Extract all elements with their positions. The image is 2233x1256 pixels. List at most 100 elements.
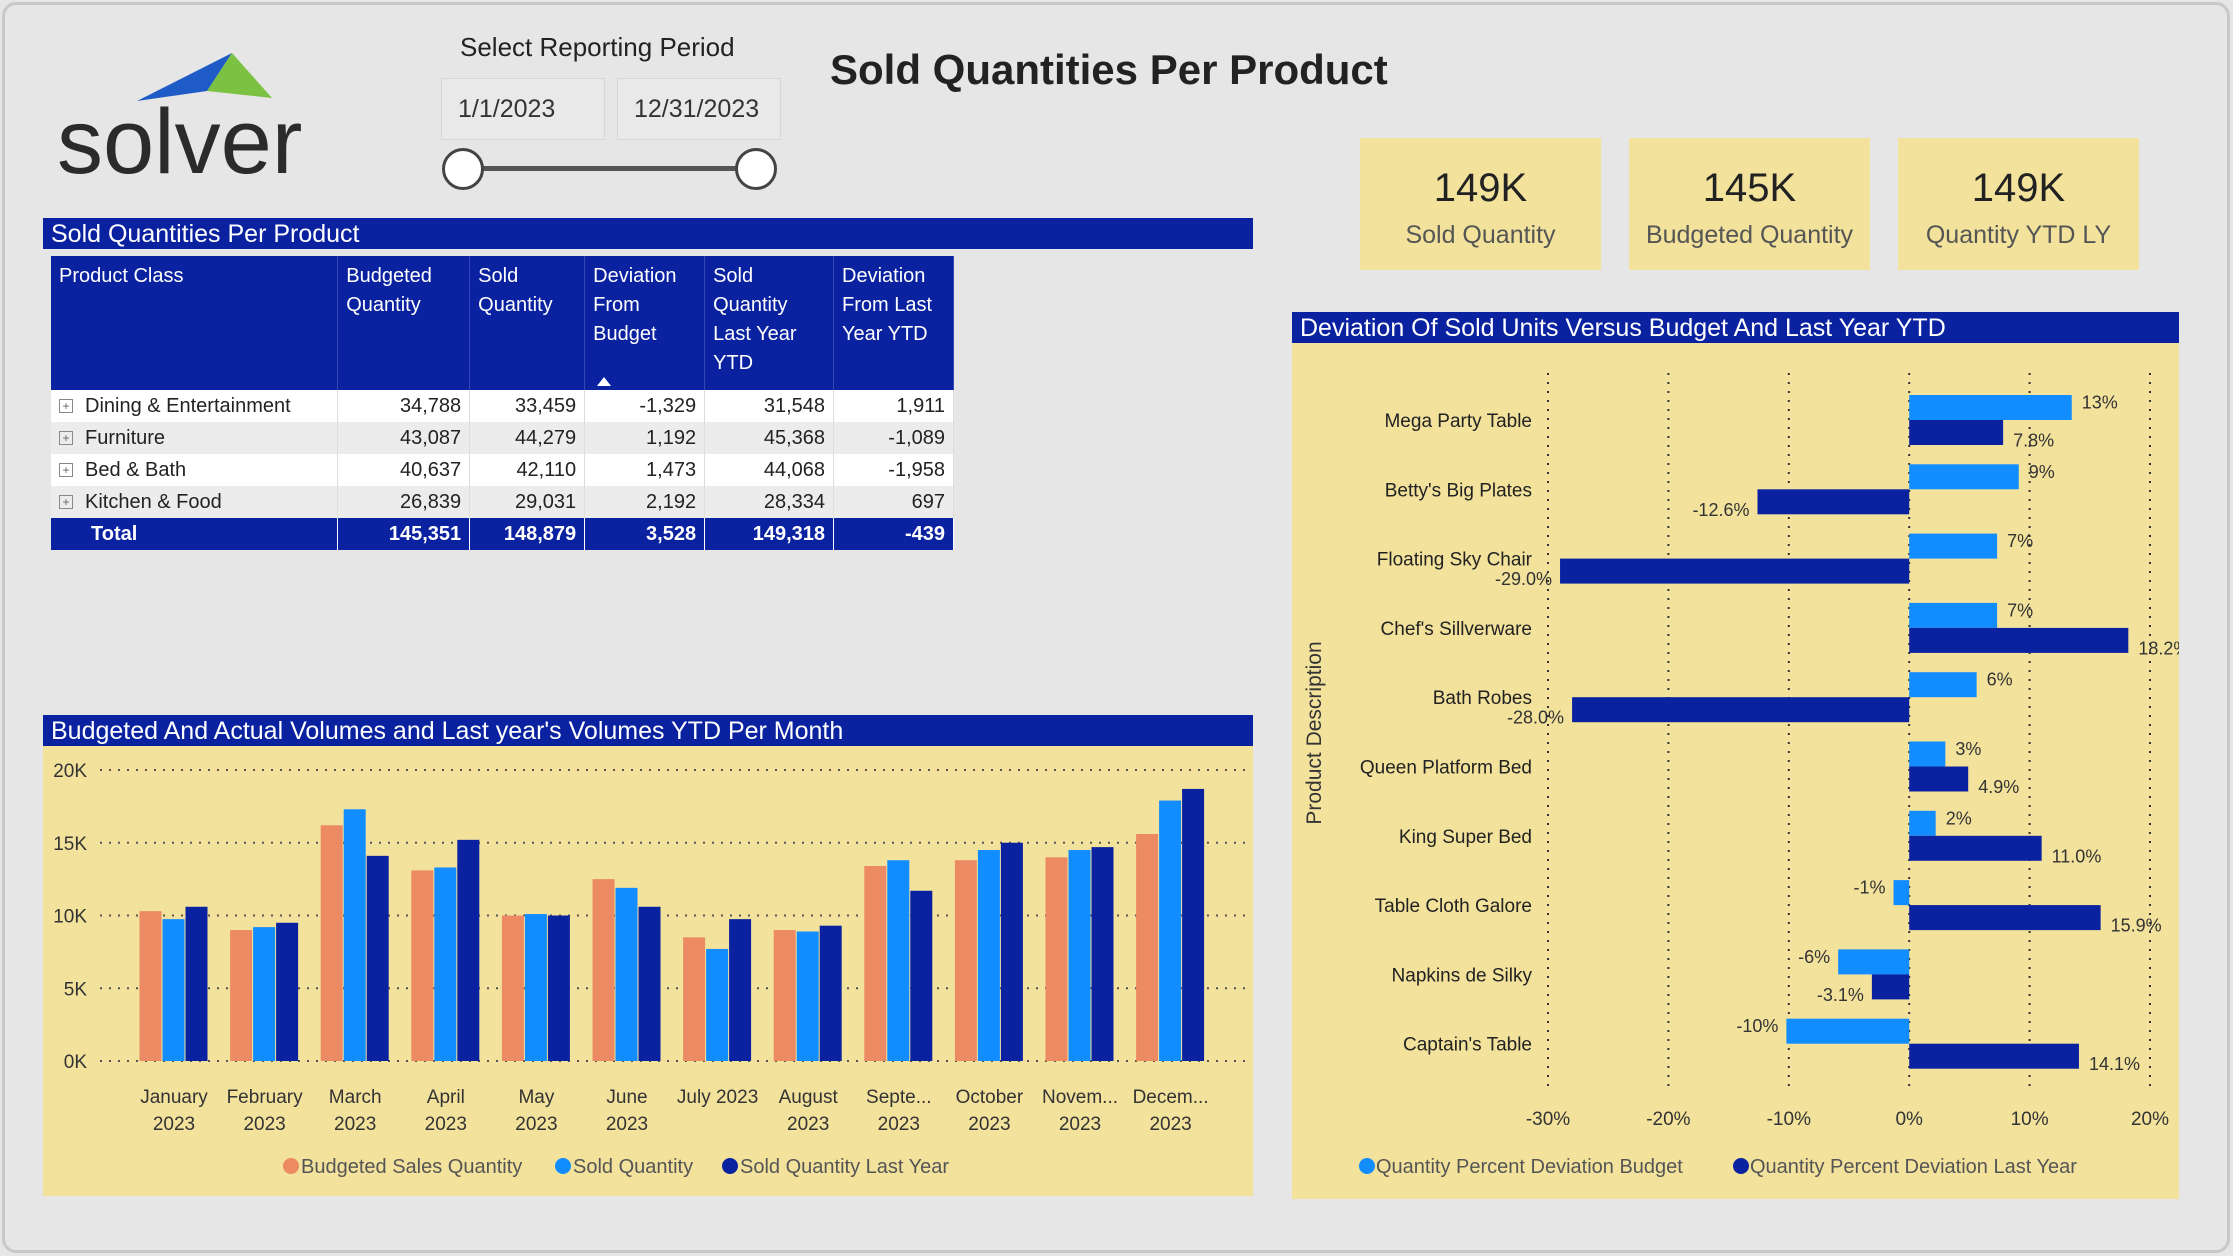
value-cell: 697 xyxy=(833,486,954,518)
data-label: 15.9% xyxy=(2111,916,2162,936)
bar-sold-quantity xyxy=(1068,850,1091,1061)
bar-quantity-percent-deviation-budget xyxy=(1909,395,2072,420)
expand-icon[interactable]: + xyxy=(59,495,73,510)
total-label: Total xyxy=(51,518,339,550)
bar-quantity-percent-deviation-budget xyxy=(1909,672,1977,698)
data-label: 13% xyxy=(2082,393,2118,413)
data-label: 7% xyxy=(2007,600,2033,620)
y-tick-label: 20K xyxy=(53,761,87,782)
value-cell: -1,089 xyxy=(833,422,954,454)
table-row[interactable]: + Dining & Entertainment 34,788 33,459 -1,32… xyxy=(51,390,954,422)
table-row[interactable]: + Furniture 43,087 44,279 1,192 45,368 -1,089 xyxy=(51,422,954,454)
data-label: -28.0% xyxy=(1507,708,1564,728)
bar-budgeted-sales-quantity xyxy=(139,911,162,1061)
bar-sold-quantity-last-year xyxy=(547,915,570,1061)
bar-sold-quantity-last-year xyxy=(1091,847,1114,1061)
date-range-slider[interactable] xyxy=(463,166,756,171)
table-row[interactable]: + Kitchen & Food 26,839 29,031 2,192 28,334 69… xyxy=(51,486,954,518)
product-class-label: Kitchen & Food xyxy=(85,490,222,513)
kpi-label: Sold Quantity xyxy=(1405,221,1556,249)
kpi-label: Quantity YTD LY xyxy=(1925,221,2112,249)
bar-quantity-percent-deviation-budget xyxy=(1786,1018,1910,1044)
col-header-deviation-budget[interactable]: Deviation From Budget xyxy=(584,256,706,390)
col-header-product-class[interactable]: Product Class xyxy=(51,256,339,390)
x-tick-label: -20% xyxy=(1646,1109,1690,1130)
x-tick-label: 2023 xyxy=(153,1114,195,1135)
start-date-input[interactable]: 1/1/2023 xyxy=(441,78,605,140)
bar-sold-quantity xyxy=(1159,800,1182,1061)
svg-text:solver: solver xyxy=(57,91,302,183)
x-tick-label: -30% xyxy=(1526,1109,1570,1130)
col-header-budgeted[interactable]: Budgeted Quantity xyxy=(337,256,471,390)
kpi-value: 149K xyxy=(1971,166,2066,210)
value-cell: 45,368 xyxy=(704,422,834,454)
bar-sold-quantity xyxy=(524,914,547,1061)
col-header-deviation-ly[interactable]: Deviation From Last Year YTD xyxy=(833,256,954,390)
legend-label: Quantity Percent Deviation Budget xyxy=(1376,1156,1683,1178)
bar-quantity-percent-deviation-last-year xyxy=(1909,1043,2079,1069)
legend-marker xyxy=(1359,1158,1375,1174)
value-cell: 43,087 xyxy=(337,422,471,454)
bar-budgeted-sales-quantity xyxy=(1136,834,1159,1061)
category-label: Bath Robes xyxy=(1433,688,1532,709)
data-label: -1% xyxy=(1854,878,1886,898)
bar-budgeted-sales-quantity xyxy=(864,866,887,1061)
page-title: Sold Quantities Per Product xyxy=(830,46,1388,93)
bar-sold-quantity-last-year xyxy=(457,839,480,1061)
table-panel-title: Sold Quantities Per Product xyxy=(43,218,1253,249)
category-label: Betty's Big Plates xyxy=(1385,480,1532,501)
bar-quantity-percent-deviation-budget xyxy=(1909,602,1998,628)
kpi-sold-quantity: 149K Sold Quantity xyxy=(1360,138,1601,270)
legend-marker xyxy=(555,1158,571,1174)
expand-icon[interactable]: + xyxy=(59,463,73,478)
end-date-input[interactable]: 12/31/2023 xyxy=(617,78,781,140)
data-label: 7% xyxy=(2007,531,2033,551)
data-label: 11.0% xyxy=(2052,846,2102,866)
value-cell: 40,637 xyxy=(337,454,471,486)
bar-sold-quantity-last-year xyxy=(819,925,842,1061)
bar-sold-quantity-last-year xyxy=(185,906,208,1061)
bar-budgeted-sales-quantity xyxy=(320,825,343,1061)
data-label: 14.1% xyxy=(2089,1054,2140,1074)
expand-icon[interactable]: + xyxy=(59,431,73,446)
bar-sold-quantity xyxy=(706,948,729,1061)
value-cell: 26,839 xyxy=(337,486,471,518)
deviation-chart-title: Deviation Of Sold Units Versus Budget An… xyxy=(1292,312,2179,343)
legend-marker xyxy=(1733,1158,1749,1174)
value-cell: 1,911 xyxy=(833,390,954,422)
table-row[interactable]: + Bed & Bath 40,637 42,110 1,473 44,068 -1,958 xyxy=(51,454,954,486)
sold-quantities-table: Product Class Budgeted Quantity Sold Qua… xyxy=(51,256,954,550)
bar-sold-quantity-last-year xyxy=(638,906,661,1061)
category-label: King Super Bed xyxy=(1399,827,1532,848)
bar-quantity-percent-deviation-last-year xyxy=(1871,974,1910,1000)
bar-sold-quantity-last-year xyxy=(366,855,389,1061)
x-tick-label: February xyxy=(227,1087,304,1108)
bar-budgeted-sales-quantity xyxy=(954,860,977,1061)
category-label: Chef's Sillverware xyxy=(1381,619,1532,640)
product-class-label: Furniture xyxy=(85,426,166,449)
x-tick-label: 20% xyxy=(2131,1109,2169,1130)
y-tick-label: 15K xyxy=(53,834,87,855)
category-label: Table Cloth Galore xyxy=(1375,896,1532,917)
bar-quantity-percent-deviation-last-year xyxy=(1757,489,1910,515)
col-header-sold-ly[interactable]: Sold Quantity Last Year YTD xyxy=(704,256,834,390)
col-header-sold[interactable]: Sold Quantity xyxy=(469,256,586,390)
slider-start-handle[interactable] xyxy=(442,148,484,190)
slider-end-handle[interactable] xyxy=(735,148,777,190)
monthly-chart-title: Budgeted And Actual Volumes and Last yea… xyxy=(43,715,1253,746)
data-label: 3% xyxy=(1955,739,1981,759)
total-value-cell: -439 xyxy=(833,518,954,550)
x-tick-label: 2023 xyxy=(243,1114,285,1135)
bar-quantity-percent-deviation-last-year xyxy=(1909,627,2129,653)
value-cell: 29,031 xyxy=(469,486,586,518)
bar-budgeted-sales-quantity xyxy=(1045,857,1068,1061)
product-class-label: Dining & Entertainment xyxy=(85,394,291,417)
legend-label: Sold Quantity xyxy=(573,1156,693,1178)
x-tick-label: October xyxy=(956,1087,1024,1108)
expand-icon[interactable]: + xyxy=(59,399,73,414)
legend-label: Sold Quantity Last Year xyxy=(740,1156,949,1178)
data-label: -10% xyxy=(1736,1016,1778,1036)
data-label: -3.1% xyxy=(1817,985,1864,1005)
x-tick-label: Septe... xyxy=(866,1087,932,1108)
category-label: Captain's Table xyxy=(1403,1035,1532,1056)
